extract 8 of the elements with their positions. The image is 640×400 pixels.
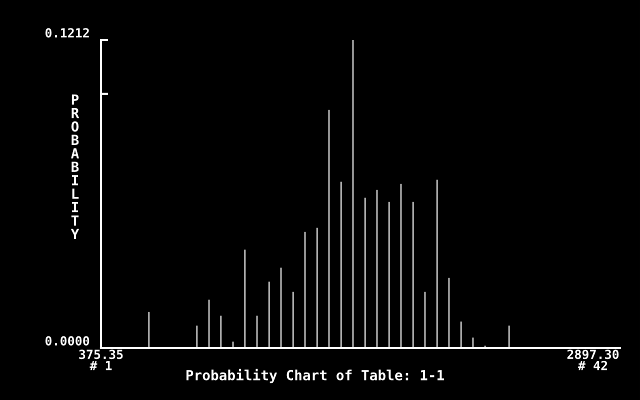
y-tick-label: 0.0000 <box>45 336 90 346</box>
x-tick-label: 375.35 <box>79 350 123 360</box>
text: Probability Chart of Table: 1-1 <box>186 368 444 384</box>
text: PROBABILITY <box>70 94 80 240</box>
x-tick-label: 2897.30 <box>567 350 619 360</box>
text: # 1 <box>90 361 112 370</box>
text: # 42 <box>578 360 608 370</box>
y-tick-label: 0.1212 <box>45 28 89 38</box>
